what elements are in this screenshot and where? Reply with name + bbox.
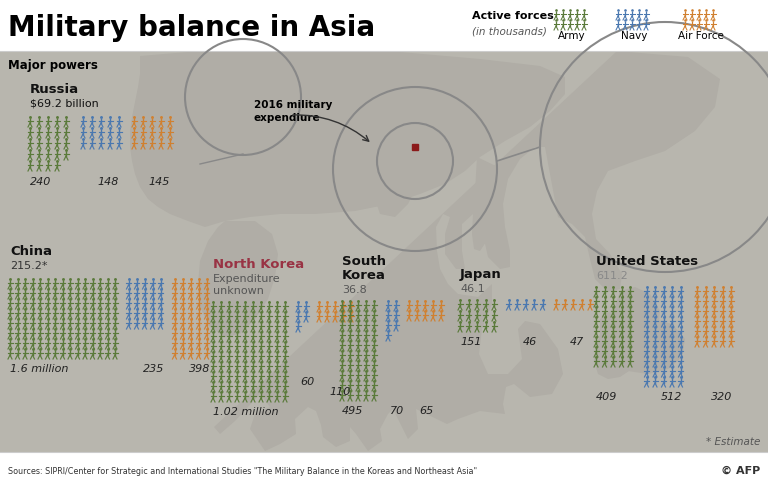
- Polygon shape: [472, 158, 502, 251]
- Text: Expenditure: Expenditure: [213, 273, 280, 284]
- Text: Army: Army: [558, 31, 586, 41]
- Text: 512: 512: [660, 391, 682, 401]
- Bar: [0, 452, 768, 488]
- Text: 215.2*: 215.2*: [10, 261, 48, 270]
- Text: © AFP: © AFP: [720, 465, 760, 475]
- Text: China: China: [10, 244, 52, 258]
- Text: 46.1: 46.1: [460, 284, 485, 293]
- Polygon shape: [198, 222, 278, 337]
- Text: Russia: Russia: [30, 83, 79, 96]
- Text: Air Force: Air Force: [678, 31, 724, 41]
- Text: 148: 148: [97, 177, 118, 186]
- Polygon shape: [214, 52, 720, 451]
- Text: South: South: [342, 254, 386, 267]
- Text: $69.2 billion: $69.2 billion: [30, 99, 99, 109]
- Text: United States: United States: [596, 254, 698, 267]
- Text: 60: 60: [300, 376, 314, 386]
- Text: 398: 398: [188, 363, 210, 373]
- Polygon shape: [594, 287, 660, 379]
- Text: 320: 320: [711, 391, 733, 401]
- Polygon shape: [375, 145, 422, 218]
- Text: 47: 47: [570, 336, 584, 346]
- Text: 145: 145: [148, 177, 170, 186]
- Bar: [0, 0, 768, 52]
- Text: * Estimate: * Estimate: [706, 436, 760, 446]
- Text: 240: 240: [30, 177, 51, 186]
- Text: Major powers: Major powers: [8, 60, 98, 72]
- Text: 2016 military
expendiure: 2016 military expendiure: [254, 100, 333, 123]
- Text: 1.6 million: 1.6 million: [10, 363, 68, 373]
- Text: 151: 151: [460, 336, 482, 346]
- Text: 235: 235: [143, 363, 164, 373]
- Text: Military balance in Asia: Military balance in Asia: [8, 14, 375, 42]
- Text: Korea: Korea: [342, 268, 386, 282]
- Polygon shape: [130, 50, 565, 227]
- Text: Active forces: Active forces: [472, 11, 554, 21]
- Text: 611.2: 611.2: [596, 270, 627, 281]
- Text: unknown: unknown: [213, 285, 264, 295]
- Text: 36.8: 36.8: [342, 285, 367, 294]
- Text: 409: 409: [596, 391, 617, 401]
- Text: North Korea: North Korea: [213, 258, 304, 270]
- Text: Navy: Navy: [621, 31, 647, 41]
- Bar: [0, 52, 768, 452]
- Text: 495: 495: [342, 405, 363, 415]
- Text: Sources: SIPRI/Center for Strategic and International Studies "The Military Bala: Sources: SIPRI/Center for Strategic and …: [8, 466, 477, 474]
- Polygon shape: [610, 317, 685, 374]
- Text: 70: 70: [390, 405, 404, 415]
- Text: 110: 110: [329, 386, 350, 396]
- Text: 1.02 million: 1.02 million: [213, 406, 279, 416]
- Text: Japan: Japan: [460, 267, 502, 281]
- Text: 46: 46: [522, 336, 537, 346]
- Text: 65: 65: [419, 405, 433, 415]
- Text: (in thousands): (in thousands): [472, 27, 547, 37]
